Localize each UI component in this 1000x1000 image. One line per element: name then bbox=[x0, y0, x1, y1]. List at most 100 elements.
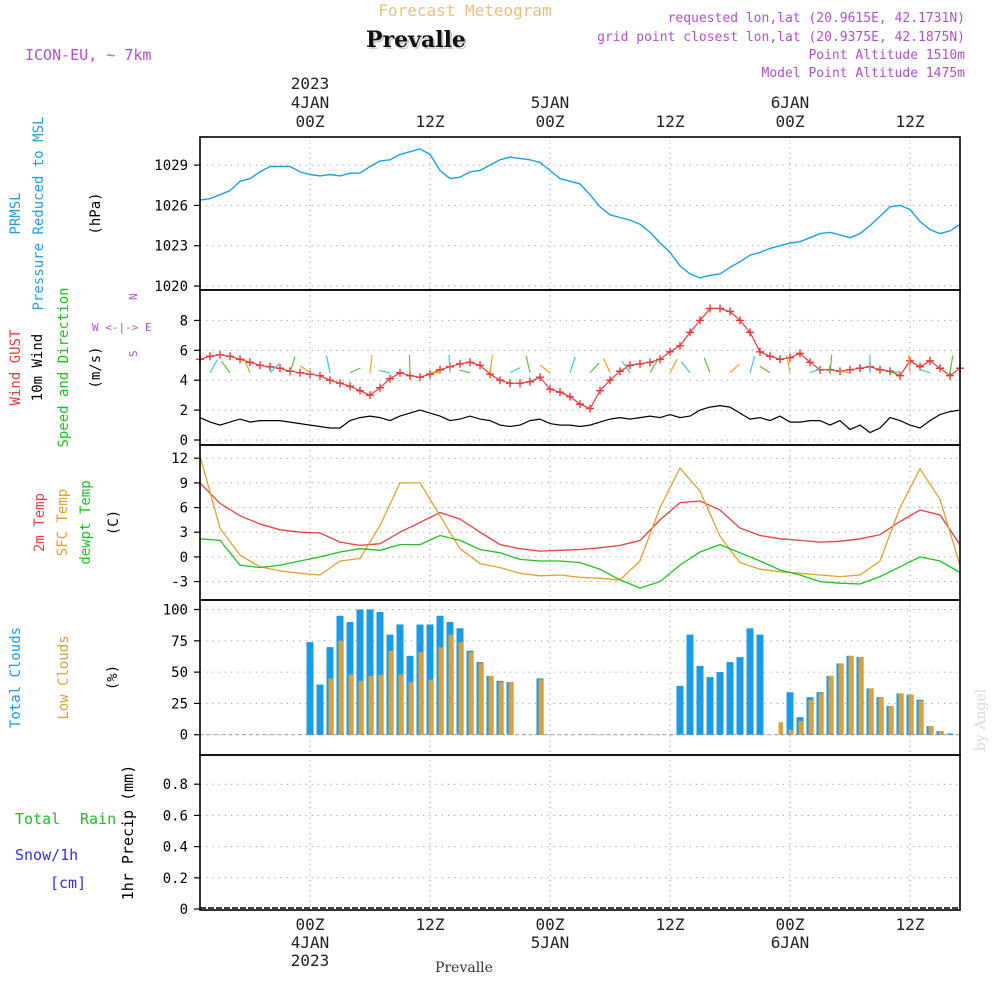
wind-direction-arrow bbox=[621, 360, 631, 374]
y-tick-label: 0 bbox=[180, 433, 188, 449]
gust-marker bbox=[626, 361, 634, 370]
bottom-time-label: 00Z bbox=[296, 915, 325, 934]
panel-label: dewpt Temp bbox=[78, 480, 94, 564]
low-cloud-bar bbox=[368, 675, 373, 735]
gust-marker bbox=[686, 328, 694, 337]
wind-direction-arrow bbox=[379, 369, 391, 374]
wind-direction-arrow bbox=[602, 358, 611, 373]
wind-direction-arrow bbox=[369, 354, 373, 373]
low-cloud-bar bbox=[398, 674, 403, 735]
panel-label: (m/s) bbox=[88, 346, 104, 388]
wind-direction-arrow bbox=[729, 363, 740, 374]
gust-marker bbox=[236, 355, 244, 364]
top-time-label: 6JAN bbox=[771, 93, 810, 112]
low-cloud-bar bbox=[498, 682, 503, 735]
y-tick-label: 6 bbox=[180, 343, 188, 359]
total-cloud-bar bbox=[686, 634, 694, 735]
low-cloud-bar bbox=[418, 652, 423, 735]
low-cloud-bar bbox=[338, 640, 343, 735]
gust-marker bbox=[776, 355, 784, 364]
gust-marker bbox=[306, 370, 314, 379]
gust-marker bbox=[526, 377, 534, 386]
gust-marker bbox=[666, 347, 674, 356]
low-cloud-bar bbox=[918, 700, 923, 735]
gust-marker bbox=[466, 358, 474, 367]
low-cloud-bar bbox=[458, 642, 463, 735]
gust-marker bbox=[276, 364, 284, 373]
wind-direction-arrow bbox=[243, 357, 251, 373]
y-tick-label: -3 bbox=[171, 575, 188, 591]
low-cloud-bar bbox=[898, 693, 903, 735]
low-cloud-bar bbox=[468, 652, 473, 735]
gust-marker bbox=[416, 373, 424, 382]
temp-line-0 bbox=[199, 482, 961, 552]
gust-marker bbox=[506, 379, 514, 388]
y-tick-label: 0 bbox=[180, 902, 188, 918]
low-cloud-bar bbox=[328, 678, 333, 735]
bottom-time-label: 00Z bbox=[536, 915, 565, 934]
wind-direction-arrow bbox=[269, 363, 280, 374]
y-tick-label: 75 bbox=[171, 634, 188, 650]
gust-marker bbox=[456, 359, 464, 368]
low-cloud-bar bbox=[508, 682, 513, 735]
grid-layer bbox=[200, 137, 960, 910]
gust-marker bbox=[296, 368, 304, 377]
y-tick-label: 4 bbox=[180, 373, 188, 389]
gust-marker bbox=[346, 382, 354, 391]
wind-direction-arrow bbox=[589, 362, 600, 374]
gust-marker bbox=[476, 361, 484, 370]
y-tick-label: 0.4 bbox=[163, 840, 188, 856]
y-tick-label: 1020 bbox=[154, 279, 188, 295]
y-tick-label: 1029 bbox=[154, 158, 188, 174]
subtitle: Forecast Meteogram bbox=[378, 1, 551, 20]
gust-marker bbox=[356, 386, 364, 395]
panel-frame-clouds bbox=[199, 599, 961, 756]
gust-marker bbox=[616, 367, 624, 376]
wind-direction-arrow bbox=[889, 371, 901, 374]
gust-marker bbox=[926, 356, 934, 365]
gust-marker bbox=[386, 374, 394, 383]
gust-marker bbox=[396, 368, 404, 377]
wind-direction-arrow bbox=[408, 354, 411, 373]
low-cloud-bar bbox=[858, 657, 863, 735]
gust-marker bbox=[496, 376, 504, 385]
low-cloud-bar bbox=[438, 647, 443, 735]
top-time-label: 00Z bbox=[776, 112, 805, 131]
wind-direction-arrow bbox=[703, 357, 711, 373]
y-tick-label: 1026 bbox=[154, 198, 188, 214]
panel-label: Pressure Reduced to MSL bbox=[31, 117, 47, 311]
top-time-label: 4JAN bbox=[291, 93, 330, 112]
low-cloud-bar bbox=[868, 688, 873, 735]
gust-marker bbox=[936, 364, 944, 373]
gust-marker bbox=[366, 391, 374, 400]
wind-direction-arrow bbox=[459, 369, 471, 374]
y-tick-label: 1023 bbox=[154, 239, 188, 255]
bottom-time-label: 12Z bbox=[416, 915, 445, 934]
top-time-label: 00Z bbox=[296, 112, 325, 131]
low-cloud-bar bbox=[928, 726, 933, 735]
wind-direction-arrow bbox=[209, 359, 218, 374]
gust-marker bbox=[806, 358, 814, 367]
wind-direction-arrow bbox=[525, 355, 531, 373]
gust-marker bbox=[426, 370, 434, 379]
gust-marker bbox=[706, 304, 714, 313]
total-cloud-bar bbox=[736, 657, 744, 735]
low-cloud-bar bbox=[828, 675, 833, 735]
total-cloud-bar bbox=[676, 685, 684, 735]
gust-marker bbox=[746, 328, 754, 337]
gust-marker bbox=[336, 379, 344, 388]
gust-marker bbox=[766, 352, 774, 361]
y-tick-label: 9 bbox=[180, 476, 188, 492]
wind-direction-arrow bbox=[509, 366, 521, 374]
low-cloud-bar bbox=[488, 675, 493, 735]
temp-line-2 bbox=[199, 534, 961, 589]
wind-direction-arrow bbox=[839, 370, 851, 374]
total-cloud-bar bbox=[356, 609, 364, 735]
low-cloud-bar bbox=[428, 679, 433, 735]
gust-marker bbox=[796, 349, 804, 358]
y-tick-label: 0.8 bbox=[163, 777, 188, 793]
point-altitude: Point Altitude 1510m bbox=[808, 48, 965, 63]
y-tick-label: 3 bbox=[180, 525, 188, 541]
model-name: ICON-EU, ~ 7km bbox=[25, 46, 151, 64]
wind-direction-arrow bbox=[649, 359, 659, 374]
